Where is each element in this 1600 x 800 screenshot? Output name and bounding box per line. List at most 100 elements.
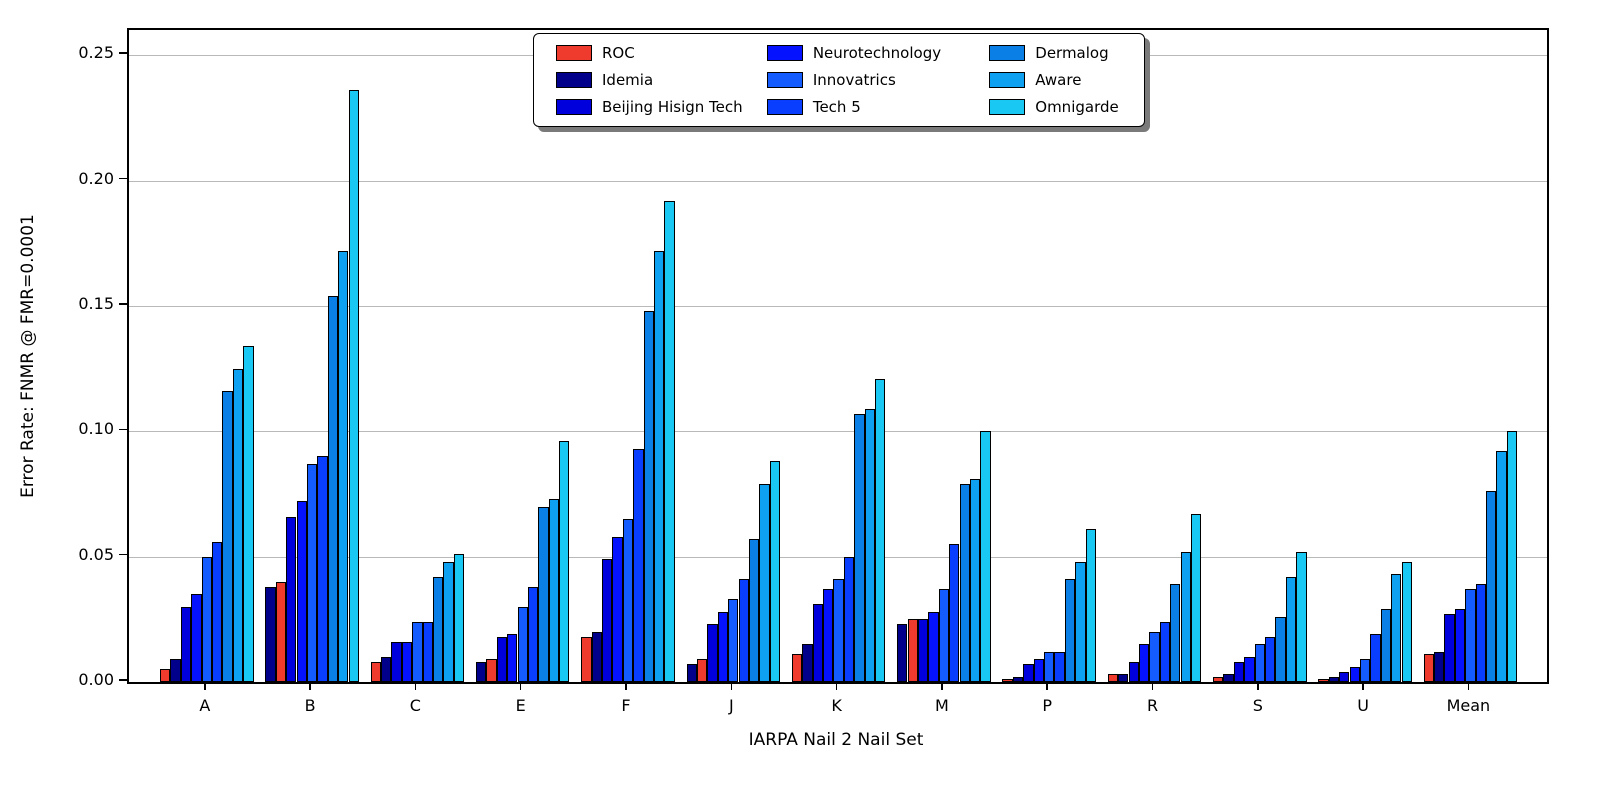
bar-U-neurotechnology bbox=[1349, 666, 1360, 682]
bar-R-omnigarde bbox=[1190, 514, 1202, 682]
bar-C-beijing-hisign-tech bbox=[391, 641, 402, 682]
bar-P-dermalog bbox=[1064, 579, 1076, 682]
y-tick-mark-0.1 bbox=[119, 428, 127, 431]
legend-swatch-innovatrics bbox=[766, 72, 803, 88]
legend-swatch-dermalog bbox=[989, 45, 1026, 61]
bar-J-omnigarde bbox=[769, 461, 781, 682]
bar-P-innovatrics bbox=[1044, 651, 1055, 682]
bar-P-aware bbox=[1075, 561, 1086, 682]
gridline-y-0.15 bbox=[129, 305, 1547, 307]
bar-B-idemia bbox=[265, 586, 276, 682]
bar-K-aware bbox=[864, 408, 875, 682]
bar-P-roc bbox=[1002, 679, 1013, 682]
y-tick-mark-0.15 bbox=[119, 303, 127, 305]
bar-M-dermalog bbox=[959, 483, 970, 682]
bar-M-innovatrics bbox=[938, 589, 950, 682]
x-tick-label-U: U bbox=[1357, 696, 1369, 715]
legend-swatch-idemia bbox=[556, 72, 592, 88]
plot-area bbox=[127, 28, 1549, 684]
bar-A-idemia bbox=[170, 659, 181, 682]
legend-label: ROC bbox=[602, 44, 635, 62]
bar-B-omnigarde bbox=[348, 90, 359, 682]
bar-U-innovatrics bbox=[1359, 659, 1371, 682]
bar-E-idemia bbox=[475, 661, 487, 682]
bar-Mean-tech-5 bbox=[1475, 584, 1486, 682]
bar-M-roc bbox=[907, 619, 918, 682]
bar-U-omnigarde bbox=[1401, 561, 1412, 682]
bar-K-neurotechnology bbox=[823, 589, 834, 682]
bar-M-neurotechnology bbox=[928, 611, 939, 682]
bar-R-idemia bbox=[1118, 674, 1129, 682]
x-tick-label-S: S bbox=[1252, 696, 1263, 715]
y-tick-label-0.10: 0.10 bbox=[78, 419, 114, 439]
bar-M-aware bbox=[969, 478, 981, 682]
bar-S-innovatrics bbox=[1254, 644, 1265, 682]
bar-K-dermalog bbox=[854, 413, 865, 682]
bar-F-innovatrics bbox=[622, 519, 634, 682]
bar-E-beijing-hisign-tech bbox=[496, 636, 508, 682]
legend: ROC Idemia Beijing Hisign Tech Neurotechnol… bbox=[533, 33, 1145, 127]
y-tick-label-0.15: 0.15 bbox=[78, 293, 114, 313]
bar-Mean-aware bbox=[1496, 451, 1507, 682]
bar-Mean-dermalog bbox=[1486, 491, 1497, 682]
bar-J-roc bbox=[696, 659, 708, 682]
legend-label: Beijing Hisign Tech bbox=[602, 98, 743, 116]
bar-F-roc bbox=[581, 636, 592, 682]
bar-S-aware bbox=[1285, 576, 1297, 682]
bar-A-dermalog bbox=[222, 391, 233, 682]
bar-P-beijing-hisign-tech bbox=[1023, 664, 1034, 682]
x-tick-label-Mean: Mean bbox=[1446, 696, 1491, 715]
bar-Mean-innovatrics bbox=[1465, 589, 1476, 682]
legend-item-aware: Aware bbox=[989, 68, 1144, 92]
bar-F-dermalog bbox=[643, 310, 654, 682]
x-tick-mark-B bbox=[309, 682, 311, 690]
bar-K-beijing-hisign-tech bbox=[812, 604, 823, 682]
legend-item-dermalog: Dermalog bbox=[989, 41, 1144, 65]
bar-S-roc bbox=[1213, 676, 1224, 682]
bar-P-idemia bbox=[1012, 676, 1024, 682]
bar-S-neurotechnology bbox=[1244, 656, 1255, 682]
y-tick-mark-0.05 bbox=[119, 553, 127, 556]
x-tick-label-P: P bbox=[1042, 696, 1053, 715]
bar-B-roc bbox=[275, 581, 287, 682]
bar-M-beijing-hisign-tech bbox=[917, 619, 929, 682]
bar-J-beijing-hisign-tech bbox=[707, 624, 718, 682]
bar-C-roc bbox=[370, 661, 381, 682]
bar-K-tech-5 bbox=[843, 556, 855, 682]
bar-U-dermalog bbox=[1380, 609, 1392, 682]
bar-C-idemia bbox=[381, 656, 392, 682]
bar-A-beijing-hisign-tech bbox=[180, 606, 192, 682]
bar-Mean-omnigarde bbox=[1506, 431, 1518, 682]
y-axis-title: Error Rate: FNMR @ FMR=0.0001 bbox=[18, 214, 38, 498]
bar-C-dermalog bbox=[433, 576, 444, 682]
legend-column-3: Dermalog Aware Omnigarde bbox=[989, 41, 1144, 119]
x-tick-label-R: R bbox=[1146, 696, 1159, 715]
bar-E-aware bbox=[548, 498, 560, 682]
bar-U-tech-5 bbox=[1370, 634, 1381, 682]
bar-S-beijing-hisign-tech bbox=[1233, 661, 1245, 682]
bar-U-aware bbox=[1391, 574, 1402, 682]
bar-C-tech-5 bbox=[422, 621, 433, 682]
bar-Mean-idemia bbox=[1434, 651, 1445, 682]
bar-R-roc bbox=[1107, 674, 1119, 682]
legend-swatch-aware bbox=[989, 72, 1026, 88]
y-tick-label-0.25: 0.25 bbox=[78, 43, 114, 63]
gridline-y-0.05 bbox=[129, 556, 1547, 558]
legend-item-tech-5: Tech 5 bbox=[766, 95, 989, 119]
legend-swatch-roc bbox=[556, 45, 592, 61]
y-tick-label-0.20: 0.20 bbox=[78, 168, 114, 188]
bar-P-omnigarde bbox=[1085, 529, 1096, 682]
bar-R-dermalog bbox=[1170, 584, 1181, 682]
bar-J-innovatrics bbox=[728, 599, 739, 682]
legend-swatch-omnigarde bbox=[989, 99, 1026, 115]
bar-E-innovatrics bbox=[517, 606, 528, 682]
gridline-y-0.1 bbox=[129, 431, 1547, 433]
bar-M-tech-5 bbox=[949, 544, 960, 682]
bar-U-roc bbox=[1318, 679, 1329, 682]
legend-item-omnigarde: Omnigarde bbox=[989, 95, 1144, 119]
bar-U-beijing-hisign-tech bbox=[1339, 671, 1350, 682]
bar-C-omnigarde bbox=[453, 554, 465, 682]
x-tick-mark-M bbox=[941, 682, 943, 690]
bar-R-aware bbox=[1180, 551, 1191, 682]
